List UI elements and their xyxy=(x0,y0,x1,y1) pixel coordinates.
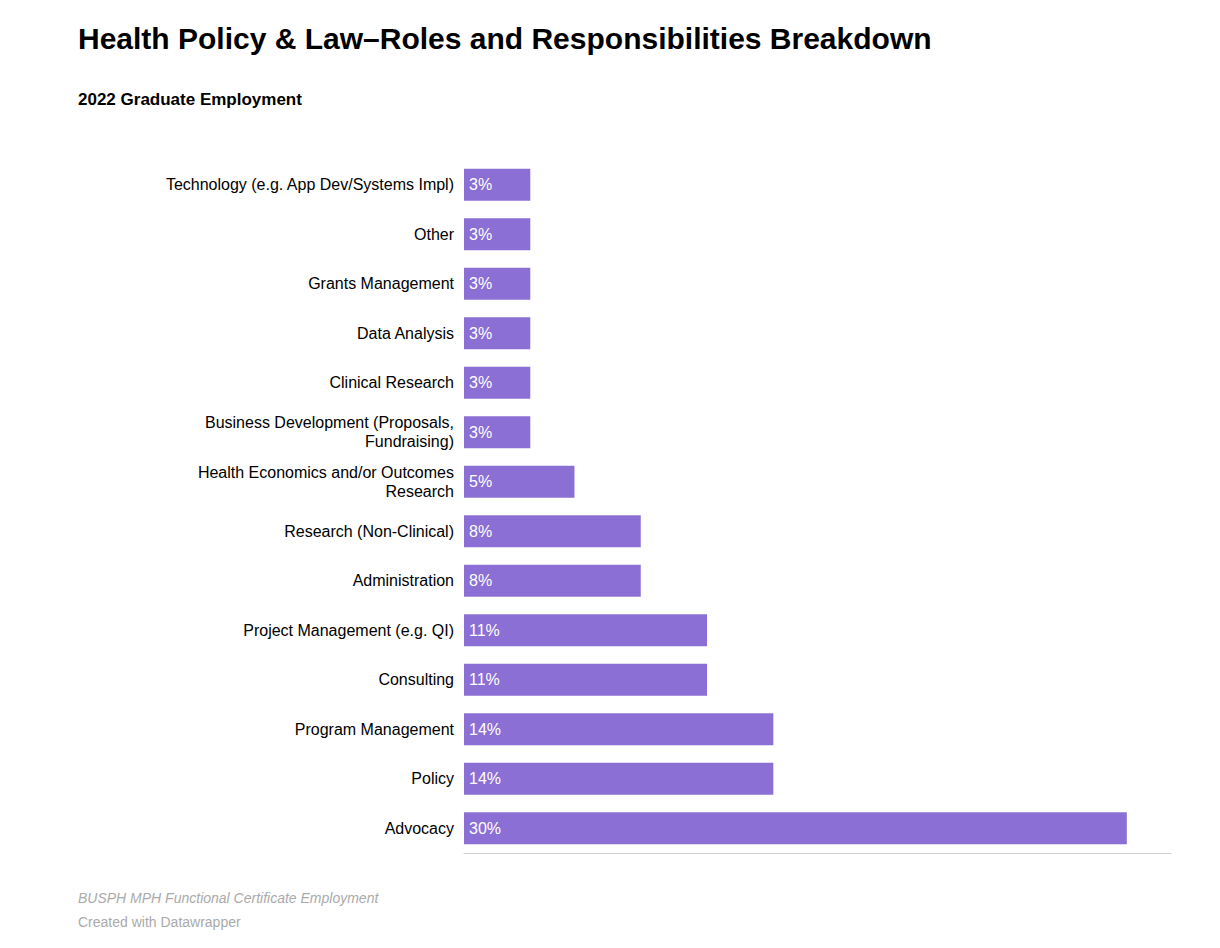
svg-text:Research: Research xyxy=(386,483,454,500)
svg-text:14%: 14% xyxy=(469,770,501,787)
svg-text:3%: 3% xyxy=(469,325,492,342)
svg-text:3%: 3% xyxy=(469,176,492,193)
svg-text:3%: 3% xyxy=(469,424,492,441)
svg-text:BUSPH MPH Functional Certifica: BUSPH MPH Functional Certificate Employm… xyxy=(78,890,379,906)
svg-text:2022 Graduate Employment: 2022 Graduate Employment xyxy=(78,90,302,109)
svg-text:Project Management (e.g. QI): Project Management (e.g. QI) xyxy=(243,622,454,639)
svg-text:Consulting: Consulting xyxy=(378,671,454,688)
svg-text:Technology (e.g. App Dev/Syste: Technology (e.g. App Dev/Systems Impl) xyxy=(166,176,454,193)
svg-text:Created with Datawrapper: Created with Datawrapper xyxy=(78,914,241,930)
svg-text:30%: 30% xyxy=(469,820,501,837)
svg-text:8%: 8% xyxy=(469,523,492,540)
svg-text:Research (Non-Clinical): Research (Non-Clinical) xyxy=(284,523,454,540)
svg-text:Clinical Research: Clinical Research xyxy=(330,374,455,391)
svg-text:Business Development (Proposal: Business Development (Proposals, xyxy=(205,414,454,431)
svg-text:11%: 11% xyxy=(469,671,500,688)
svg-text:Advocacy: Advocacy xyxy=(385,820,454,837)
svg-text:Data Analysis: Data Analysis xyxy=(357,325,454,342)
svg-text:Health Economics and/or Outcom: Health Economics and/or Outcomes xyxy=(198,464,454,481)
svg-text:Policy: Policy xyxy=(411,770,454,787)
svg-text:5%: 5% xyxy=(469,473,492,490)
svg-text:14%: 14% xyxy=(469,721,501,738)
svg-text:3%: 3% xyxy=(469,226,492,243)
svg-text:Other: Other xyxy=(414,226,455,243)
svg-text:Grants Management: Grants Management xyxy=(308,275,454,292)
svg-text:3%: 3% xyxy=(469,275,492,292)
svg-text:3%: 3% xyxy=(469,374,492,391)
svg-text:Fundraising): Fundraising) xyxy=(365,433,454,450)
svg-text:Administration: Administration xyxy=(353,572,454,589)
svg-text:11%: 11% xyxy=(469,622,500,639)
svg-text:8%: 8% xyxy=(469,572,492,589)
svg-text:Health Policy & Law–Roles and: Health Policy & Law–Roles and Responsibi… xyxy=(78,22,932,55)
svg-text:Program Management: Program Management xyxy=(295,721,455,738)
